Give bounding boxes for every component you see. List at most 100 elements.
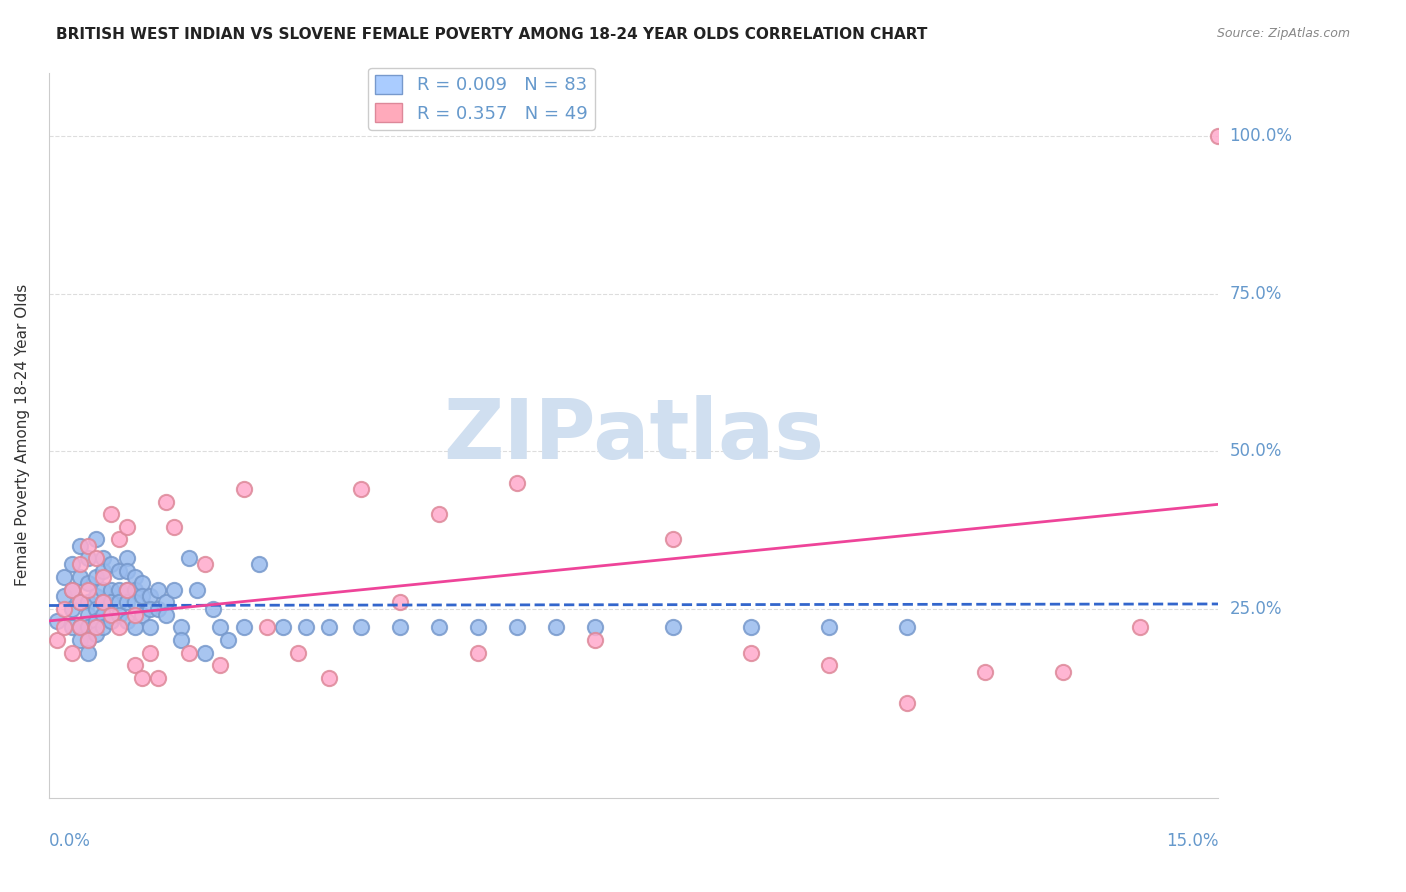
Text: BRITISH WEST INDIAN VS SLOVENE FEMALE POVERTY AMONG 18-24 YEAR OLDS CORRELATION : BRITISH WEST INDIAN VS SLOVENE FEMALE PO… — [56, 27, 928, 42]
Point — [505, 475, 527, 490]
Point — [973, 665, 995, 679]
Text: 15.0%: 15.0% — [1166, 832, 1219, 850]
Text: 100.0%: 100.0% — [1230, 128, 1292, 145]
Point — [318, 620, 340, 634]
Point — [179, 646, 201, 660]
Point — [124, 595, 146, 609]
Point — [76, 646, 98, 660]
Point — [115, 551, 138, 566]
Point — [76, 607, 98, 622]
Point — [115, 519, 138, 533]
Point — [100, 558, 122, 572]
Point — [194, 558, 217, 572]
Point — [115, 614, 138, 628]
Point — [896, 696, 918, 710]
Point — [115, 582, 138, 597]
Point — [661, 533, 683, 547]
Point — [69, 620, 91, 634]
Point — [60, 558, 83, 572]
Point — [91, 582, 114, 597]
Point — [256, 620, 278, 634]
Point — [170, 633, 193, 648]
Point — [76, 539, 98, 553]
Point — [247, 558, 270, 572]
Point — [115, 582, 138, 597]
Point — [53, 570, 76, 584]
Text: ZIPatlas: ZIPatlas — [443, 395, 824, 475]
Point — [1052, 665, 1074, 679]
Point — [60, 582, 83, 597]
Point — [91, 551, 114, 566]
Point — [896, 620, 918, 634]
Legend: R = 0.009   N = 83, R = 0.357   N = 49: R = 0.009 N = 83, R = 0.357 N = 49 — [368, 68, 595, 130]
Point — [583, 620, 606, 634]
Point — [124, 582, 146, 597]
Point — [69, 620, 91, 634]
Point — [388, 595, 411, 609]
Point — [186, 582, 208, 597]
Point — [100, 582, 122, 597]
Point — [467, 646, 489, 660]
Point — [131, 671, 153, 685]
Point — [162, 582, 184, 597]
Point — [108, 595, 131, 609]
Point — [84, 551, 107, 566]
Point — [69, 595, 91, 609]
Point — [91, 607, 114, 622]
Point — [60, 646, 83, 660]
Point — [115, 595, 138, 609]
Point — [53, 601, 76, 615]
Point — [146, 671, 169, 685]
Point — [108, 582, 131, 597]
Point — [155, 494, 177, 508]
Point — [91, 564, 114, 578]
Point — [100, 595, 122, 609]
Point — [100, 614, 122, 628]
Point — [60, 620, 83, 634]
Point — [427, 620, 450, 634]
Point — [740, 620, 762, 634]
Point — [209, 620, 232, 634]
Point — [69, 570, 91, 584]
Point — [108, 564, 131, 578]
Point — [232, 482, 254, 496]
Point — [209, 658, 232, 673]
Point — [544, 620, 567, 634]
Point — [427, 507, 450, 521]
Point — [131, 607, 153, 622]
Point — [155, 595, 177, 609]
Point — [91, 620, 114, 634]
Point — [84, 620, 107, 634]
Point — [108, 533, 131, 547]
Point — [505, 620, 527, 634]
Point — [91, 570, 114, 584]
Point — [69, 633, 91, 648]
Point — [131, 576, 153, 591]
Point — [60, 601, 83, 615]
Point — [124, 607, 146, 622]
Text: 50.0%: 50.0% — [1230, 442, 1282, 460]
Text: 25.0%: 25.0% — [1230, 599, 1282, 617]
Point — [217, 633, 239, 648]
Point — [131, 589, 153, 603]
Point — [53, 620, 76, 634]
Point — [467, 620, 489, 634]
Text: 0.0%: 0.0% — [49, 832, 90, 850]
Point — [124, 570, 146, 584]
Point — [60, 582, 83, 597]
Point — [76, 582, 98, 597]
Point — [45, 614, 67, 628]
Point — [146, 601, 169, 615]
Point — [108, 607, 131, 622]
Point — [124, 620, 146, 634]
Point — [69, 558, 91, 572]
Point — [295, 620, 318, 634]
Point — [661, 620, 683, 634]
Point — [162, 519, 184, 533]
Point — [194, 646, 217, 660]
Point — [69, 595, 91, 609]
Point — [146, 582, 169, 597]
Text: Source: ZipAtlas.com: Source: ZipAtlas.com — [1216, 27, 1350, 40]
Point — [115, 564, 138, 578]
Point — [201, 601, 224, 615]
